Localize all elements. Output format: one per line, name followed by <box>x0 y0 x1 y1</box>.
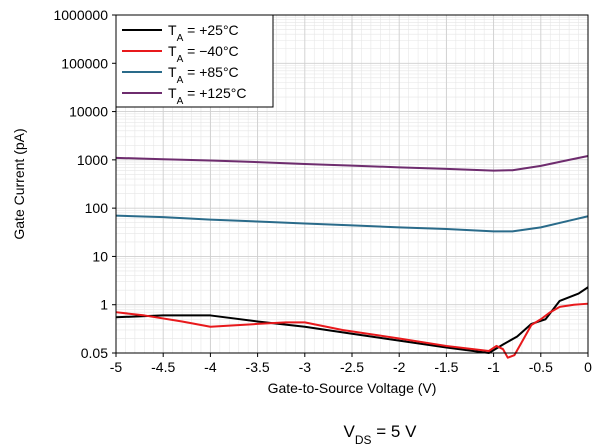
series-line-2 <box>115 302 589 359</box>
x-tick-label: -3 <box>299 359 312 375</box>
x-tick-label: 0 <box>584 359 592 375</box>
x-tick-label: -0.5 <box>529 359 553 375</box>
caption-subscript: DS <box>355 433 372 445</box>
x-tick-label: -3.5 <box>246 359 270 375</box>
x-tick-label: -2 <box>393 359 406 375</box>
x-axis-label: Gate-to-Source Voltage (V) <box>268 380 437 396</box>
x-tick-label: -1 <box>487 359 500 375</box>
x-tick-label: -4 <box>204 359 217 375</box>
major-gridlines <box>115 14 589 354</box>
legend-entry: TA = +125°C <box>168 85 246 107</box>
y-tick-label: 100000 <box>61 55 108 71</box>
x-tick-label: -2.5 <box>340 359 364 375</box>
chart-caption: VDS = 5 V <box>344 422 418 445</box>
series-layer <box>115 155 589 359</box>
series-line-4 <box>115 155 589 172</box>
legend: TA = +25°CTA = −40°CTA = +85°CTA = +125°… <box>115 14 274 108</box>
y-tick-label: 1000000 <box>53 7 108 23</box>
y-tick-label: 1 <box>100 297 108 313</box>
y-axis-ticks: 0.05 1 10 100 1000 10000 100000 1000000 <box>53 7 116 361</box>
x-tick-label: -1.5 <box>434 359 458 375</box>
y-tick-label: 0.05 <box>81 345 108 361</box>
caption-main: V <box>344 422 356 441</box>
y-tick-label: 100 <box>85 200 109 216</box>
legend-entry: TA = +85°C <box>168 64 239 86</box>
x-tick-label: -4.5 <box>151 359 175 375</box>
y-tick-label: 10000 <box>69 104 108 120</box>
x-axis-ticks: -5 -4.5 -4 -3.5 -3 -2.5 -2 -1.5 -1 -0.5 0 <box>110 353 592 375</box>
series-line-3 <box>115 214 589 233</box>
y-tick-label: 1000 <box>77 152 108 168</box>
y-axis-label: Gate Current (pA) <box>11 128 27 239</box>
legend-entry: TA = −40°C <box>168 43 239 65</box>
caption-rest: = 5 V <box>372 422 418 441</box>
legend-entry: TA = +25°C <box>168 22 239 44</box>
y-tick-label: 10 <box>92 248 108 264</box>
x-tick-label: -5 <box>110 359 123 375</box>
